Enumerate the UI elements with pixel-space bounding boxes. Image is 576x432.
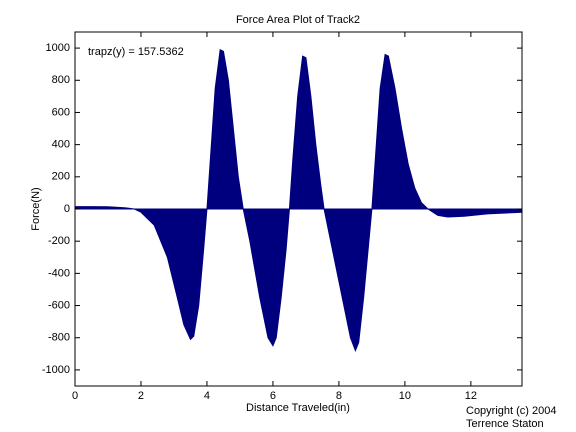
y-tick-label: 800	[52, 74, 70, 86]
y-tick-label: 200	[52, 171, 70, 183]
x-tick-label: 10	[399, 390, 411, 402]
x-tick-label: 6	[270, 390, 276, 402]
y-tick-label: 600	[52, 106, 70, 118]
x-tick-label: 2	[138, 390, 144, 402]
x-axis-label: Distance Traveled(in)	[246, 402, 350, 414]
y-tick-label: -600	[48, 299, 70, 311]
x-tick-label: 8	[336, 390, 342, 402]
y-tick-label: 1000	[46, 42, 70, 54]
x-tick-label: 12	[465, 390, 477, 402]
y-tick-label: -1000	[42, 364, 70, 376]
y-tick-label: 0	[64, 203, 70, 215]
y-tick-label: 400	[52, 139, 70, 151]
annotation: trapz(y) = 157.5362	[88, 46, 184, 58]
x-tick-label: 4	[204, 390, 210, 402]
y-tick-label: -200	[48, 235, 70, 247]
y-axis-label: Force(N)	[30, 187, 42, 230]
x-tick-label: 0	[72, 390, 78, 402]
author: Terrence Staton	[466, 418, 544, 430]
y-tick-label: -800	[48, 332, 70, 344]
chart-title: Force Area Plot of Track2	[236, 14, 360, 26]
y-tick-label: -400	[48, 267, 70, 279]
copyright: Copyright (c) 2004	[466, 405, 557, 417]
area	[74, 48, 523, 352]
